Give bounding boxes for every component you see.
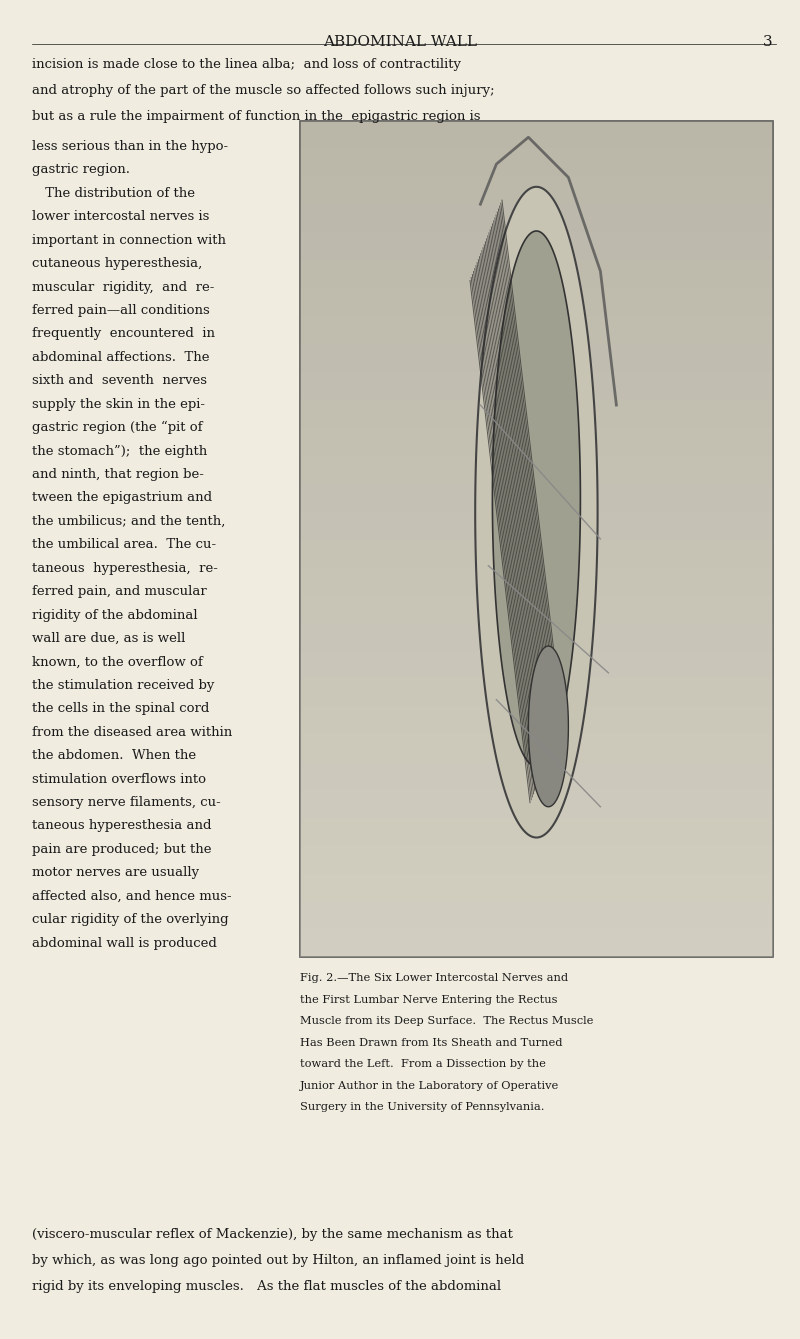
Text: Fig. 2.—The Six Lower Intercostal Nerves and: Fig. 2.—The Six Lower Intercostal Nerves… [300, 973, 568, 983]
Text: incision is made close to the linea alba;  and loss of contractility: incision is made close to the linea alba… [32, 58, 461, 71]
Bar [300, 399, 773, 427]
Bar [300, 929, 773, 957]
Text: important in connection with: important in connection with [32, 233, 226, 246]
Text: cular rigidity of the overlying: cular rigidity of the overlying [32, 913, 229, 927]
Text: rigid by its enveloping muscles. As the flat muscles of the abdominal: rigid by its enveloping muscles. As the … [32, 1280, 501, 1293]
Bar [300, 316, 773, 344]
Text: abdominal wall is produced: abdominal wall is produced [32, 936, 217, 949]
Bar [300, 790, 773, 818]
Bar [300, 204, 773, 232]
Text: ferred pain, and muscular: ferred pain, and muscular [32, 585, 206, 599]
Text: gastric region.: gastric region. [32, 163, 130, 177]
Bar [300, 874, 773, 901]
Bar [300, 511, 773, 540]
Text: but as a rule the impairment of function in the  epigastric region is: but as a rule the impairment of function… [32, 110, 481, 123]
Bar [300, 707, 773, 734]
Bar [300, 288, 773, 316]
Bar [300, 818, 773, 846]
Text: taneous hyperesthesia and: taneous hyperesthesia and [32, 819, 211, 833]
Text: wall are due, as is well: wall are due, as is well [32, 632, 186, 645]
Text: stimulation overflows into: stimulation overflows into [32, 773, 206, 786]
Text: known, to the overflow of: known, to the overflow of [32, 655, 202, 668]
Text: the umbilical area.  The cu-: the umbilical area. The cu- [32, 538, 216, 552]
Bar [300, 427, 773, 455]
Text: lower intercostal nerves is: lower intercostal nerves is [32, 210, 210, 224]
Text: sensory nerve filaments, cu-: sensory nerve filaments, cu- [32, 795, 221, 809]
Bar [300, 121, 773, 149]
Bar [300, 149, 773, 177]
Text: motor nerves are usually: motor nerves are usually [32, 866, 199, 880]
Text: sixth and  seventh  nerves: sixth and seventh nerves [32, 374, 207, 387]
Text: affected also, and hence mus-: affected also, and hence mus- [32, 889, 232, 902]
Text: from the diseased area within: from the diseased area within [32, 726, 232, 739]
Text: 3: 3 [762, 35, 772, 48]
Bar [300, 538, 773, 566]
Text: and atrophy of the part of the muscle so affected follows such injury;: and atrophy of the part of the muscle so… [32, 83, 494, 96]
Bar [300, 121, 773, 957]
Text: less serious than in the hypo-: less serious than in the hypo- [32, 139, 228, 153]
PathPatch shape [475, 187, 598, 837]
Text: toward the Left.  From a Dissection by the: toward the Left. From a Dissection by th… [300, 1059, 546, 1069]
Text: frequently  encountered  in: frequently encountered in [32, 327, 215, 340]
Bar [300, 232, 773, 260]
Bar [300, 483, 773, 511]
Text: Has Been Drawn from Its Sheath and Turned: Has Been Drawn from Its Sheath and Turne… [300, 1038, 562, 1047]
Text: the abdomen.  When the: the abdomen. When the [32, 749, 196, 762]
Text: and ninth, that region be-: and ninth, that region be- [32, 467, 204, 481]
Bar [300, 455, 773, 483]
Bar [300, 177, 773, 205]
Bar [300, 651, 773, 679]
Bar [300, 623, 773, 651]
Text: Surgery in the University of Pennsylvania.: Surgery in the University of Pennsylvani… [300, 1102, 545, 1111]
Bar [300, 901, 773, 929]
Text: Junior Author in the Laboratory of Operative: Junior Author in the Laboratory of Opera… [300, 1081, 559, 1090]
PathPatch shape [493, 232, 581, 766]
Bar [300, 371, 773, 399]
Text: tween the epigastrium and: tween the epigastrium and [32, 491, 212, 505]
Bar [300, 679, 773, 707]
Text: taneous  hyperesthesia,  re-: taneous hyperesthesia, re- [32, 561, 218, 574]
Text: the First Lumbar Nerve Entering the Rectus: the First Lumbar Nerve Entering the Rect… [300, 995, 558, 1004]
Text: the umbilicus; and the tenth,: the umbilicus; and the tenth, [32, 514, 226, 528]
Text: (viscero-muscular reflex of Mackenzie), by the same mechanism as that: (viscero-muscular reflex of Mackenzie), … [32, 1228, 513, 1241]
PathPatch shape [529, 647, 568, 806]
Text: muscular  rigidity,  and  re-: muscular rigidity, and re- [32, 280, 214, 293]
Text: rigidity of the abdominal: rigidity of the abdominal [32, 608, 198, 621]
Bar [300, 344, 773, 372]
Text: cutaneous hyperesthesia,: cutaneous hyperesthesia, [32, 257, 202, 270]
Text: abdominal affections.  The: abdominal affections. The [32, 351, 210, 364]
Text: The distribution of the: The distribution of the [32, 186, 195, 200]
Bar [300, 595, 773, 623]
Text: by which, as was long ago pointed out by Hilton, an inflamed joint is held: by which, as was long ago pointed out by… [32, 1253, 524, 1267]
Bar [300, 734, 773, 762]
Bar [300, 846, 773, 874]
Text: ferred pain—all conditions: ferred pain—all conditions [32, 304, 210, 317]
Text: the stomach”);  the eighth: the stomach”); the eighth [32, 445, 207, 458]
Text: the stimulation received by: the stimulation received by [32, 679, 214, 692]
Text: supply the skin in the epi-: supply the skin in the epi- [32, 398, 205, 411]
Text: gastric region (the “pit of: gastric region (the “pit of [32, 420, 202, 434]
Bar [300, 762, 773, 790]
Text: ABDOMINAL WALL: ABDOMINAL WALL [323, 35, 477, 48]
Bar [300, 260, 773, 288]
Text: Muscle from its Deep Surface.  The Rectus Muscle: Muscle from its Deep Surface. The Rectus… [300, 1016, 594, 1026]
Bar [300, 566, 773, 595]
Text: pain are produced; but the: pain are produced; but the [32, 842, 211, 856]
Text: the cells in the spinal cord: the cells in the spinal cord [32, 702, 210, 715]
